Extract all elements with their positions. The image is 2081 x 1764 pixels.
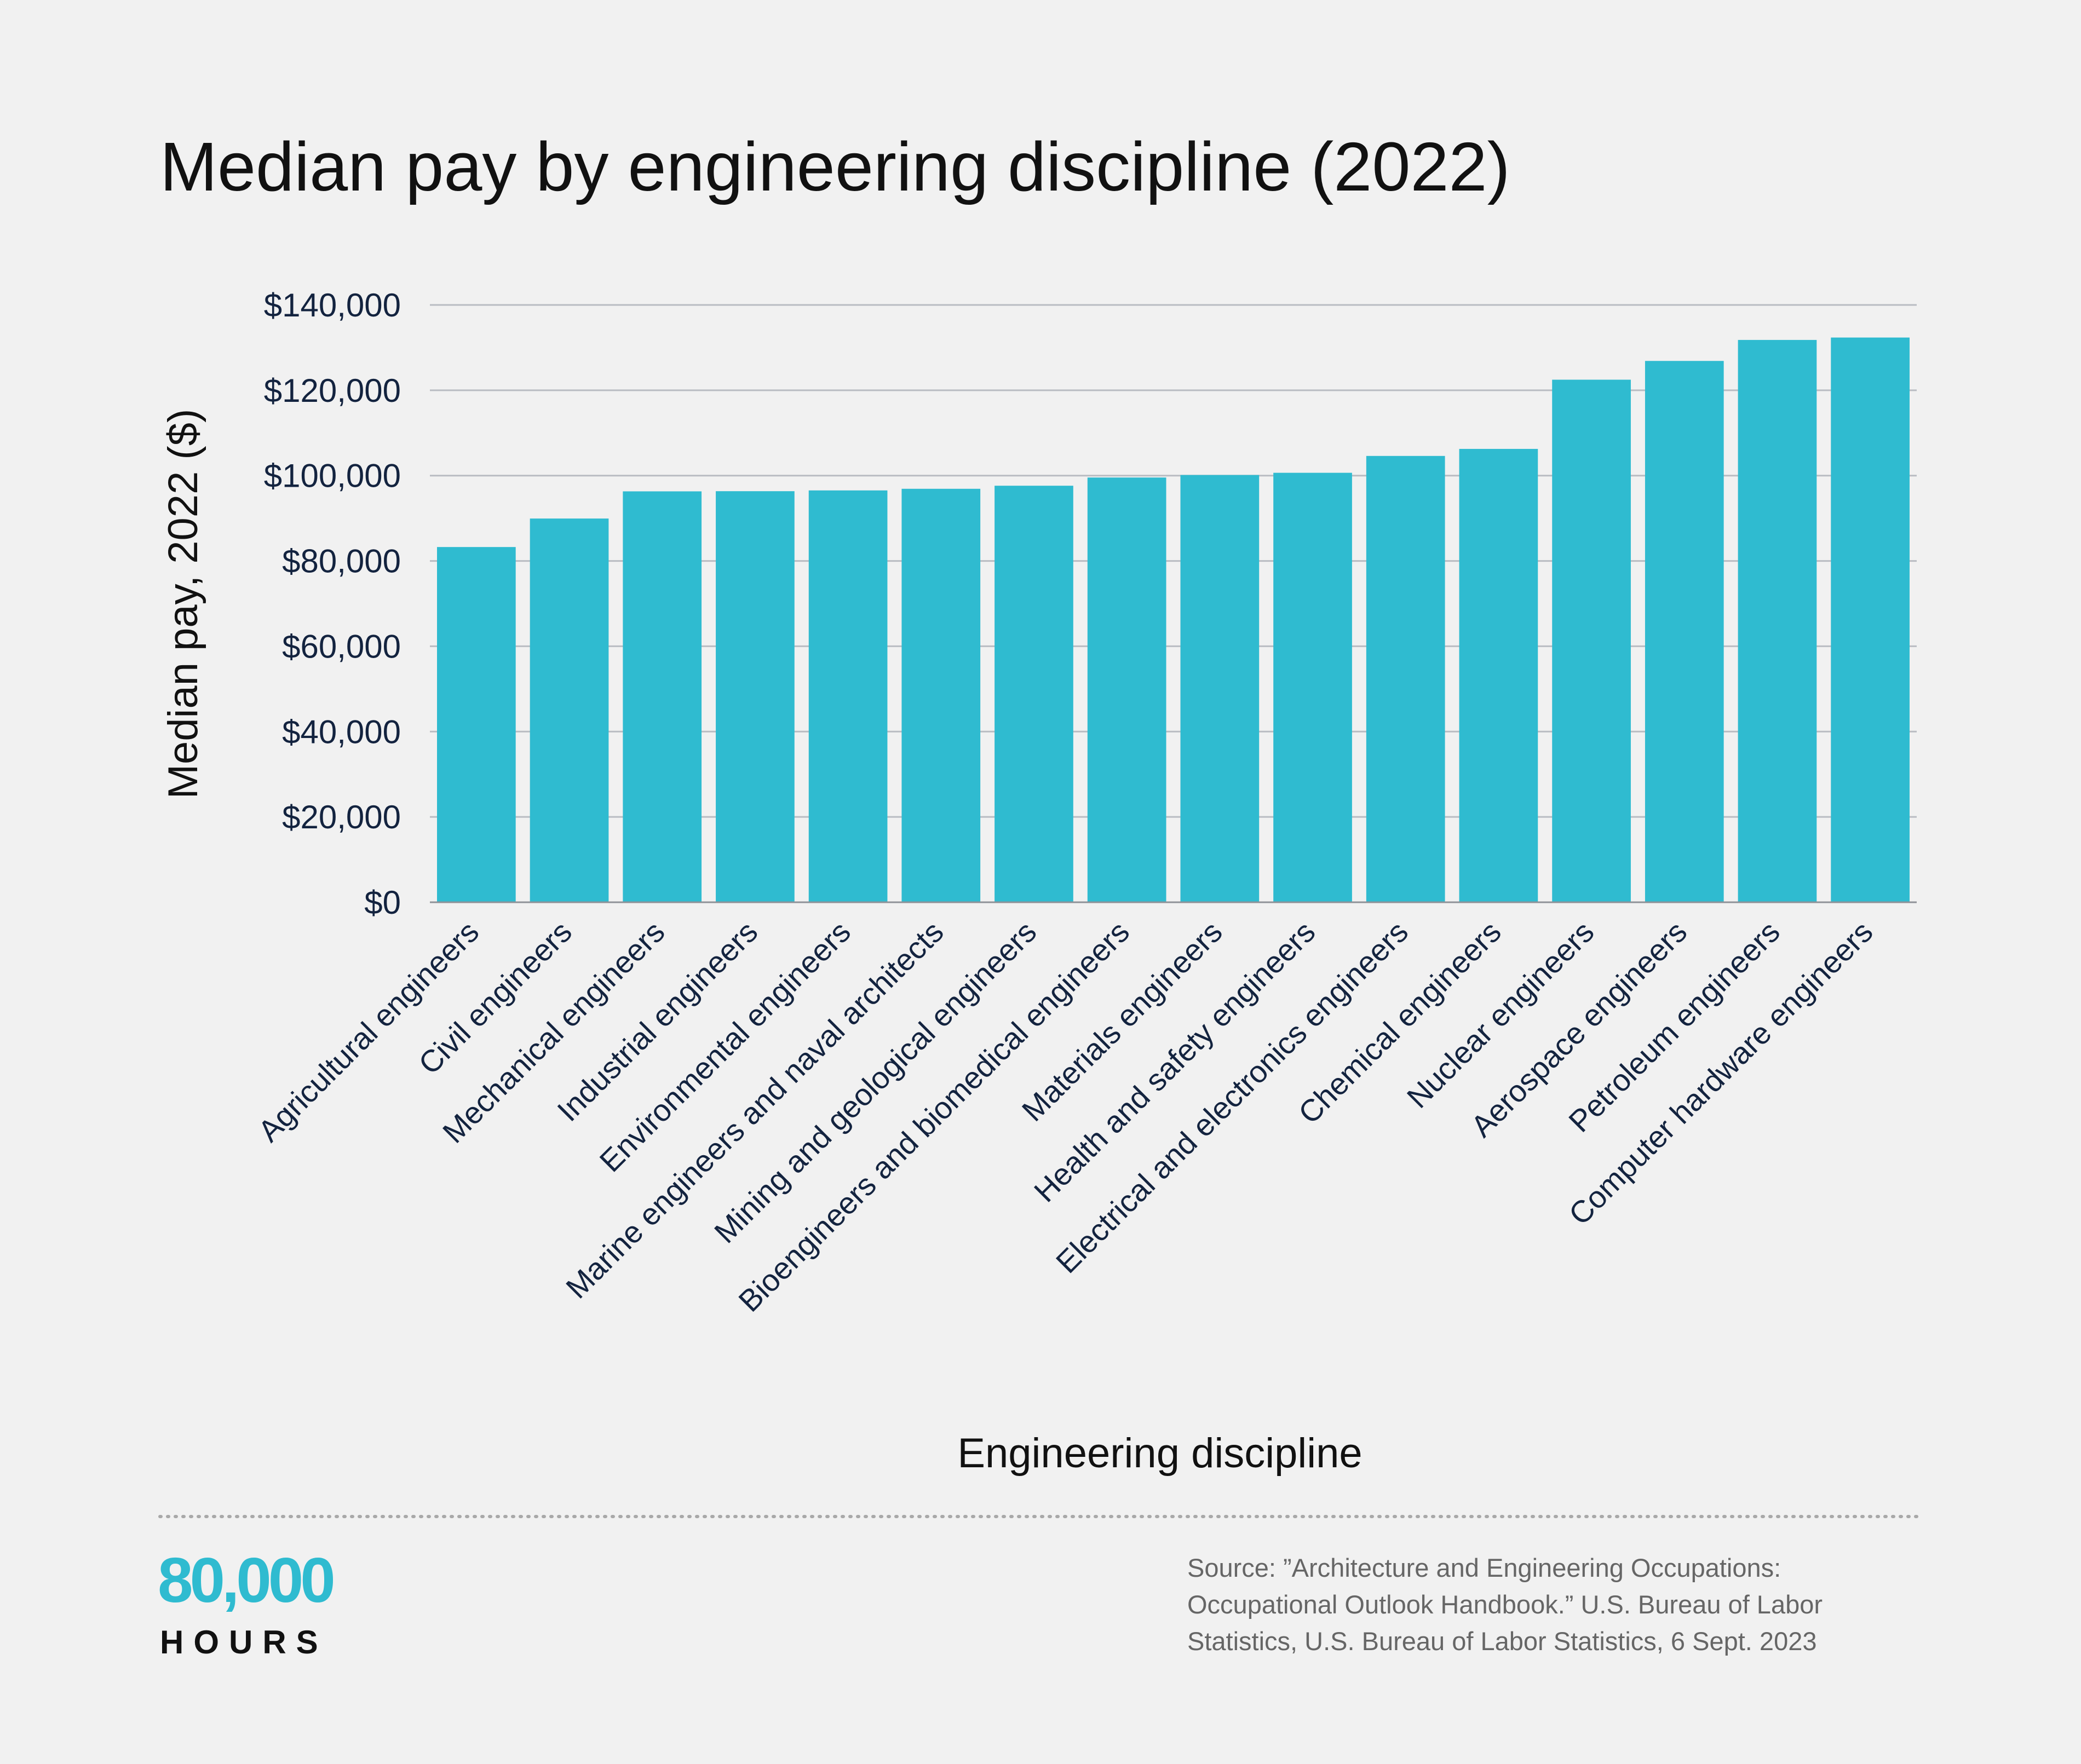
bar [437, 547, 516, 902]
bar [1552, 379, 1631, 902]
y-tick-label: $80,000 [282, 543, 401, 580]
bar [1831, 337, 1910, 903]
logo: 80,000 HOURS [158, 1544, 336, 1661]
bar [994, 486, 1073, 902]
logo-number: 80,000 [158, 1544, 333, 1616]
bar [1273, 472, 1352, 902]
y-tick-label: $40,000 [282, 713, 401, 750]
source-note: Source: ”Architecture and Engineering Oc… [1187, 1553, 1823, 1656]
y-tick-label: $120,000 [264, 372, 401, 409]
bar [623, 491, 702, 902]
bar [716, 491, 795, 902]
y-tick-label: $60,000 [282, 628, 401, 665]
x-axis-title: Engineering discipline [957, 1430, 1362, 1477]
y-tick-label: $140,000 [264, 287, 401, 324]
source-line-1: Source: ”Architecture and Engineering Oc… [1187, 1553, 1781, 1582]
bar [1459, 448, 1538, 902]
bars [437, 337, 1910, 903]
bar [1366, 456, 1445, 902]
bar [530, 518, 609, 902]
y-axis-ticks: $0 $20,000 $40,000 $60,000 $80,000 $100,000 $1… [264, 287, 401, 921]
y-tick-label: $20,000 [282, 799, 401, 835]
y-tick-label: $0 [364, 884, 401, 921]
logo-word: HOURS [160, 1624, 328, 1661]
bar [1738, 339, 1817, 903]
bar [1087, 477, 1166, 902]
y-axis-title: Median pay, 2022 ($) [160, 409, 206, 799]
source-line-3: Statistics, U.S. Bureau of Labor Statist… [1187, 1627, 1816, 1656]
bar [901, 488, 981, 902]
y-tick-label: $100,000 [264, 458, 401, 494]
bar [808, 490, 888, 902]
source-line-2: Occupational Outlook Handbook.” U.S. Bur… [1187, 1590, 1823, 1619]
bar [1180, 475, 1260, 902]
bar [1645, 361, 1724, 902]
chart-title: Median pay by engineering discipline (20… [160, 128, 1510, 205]
